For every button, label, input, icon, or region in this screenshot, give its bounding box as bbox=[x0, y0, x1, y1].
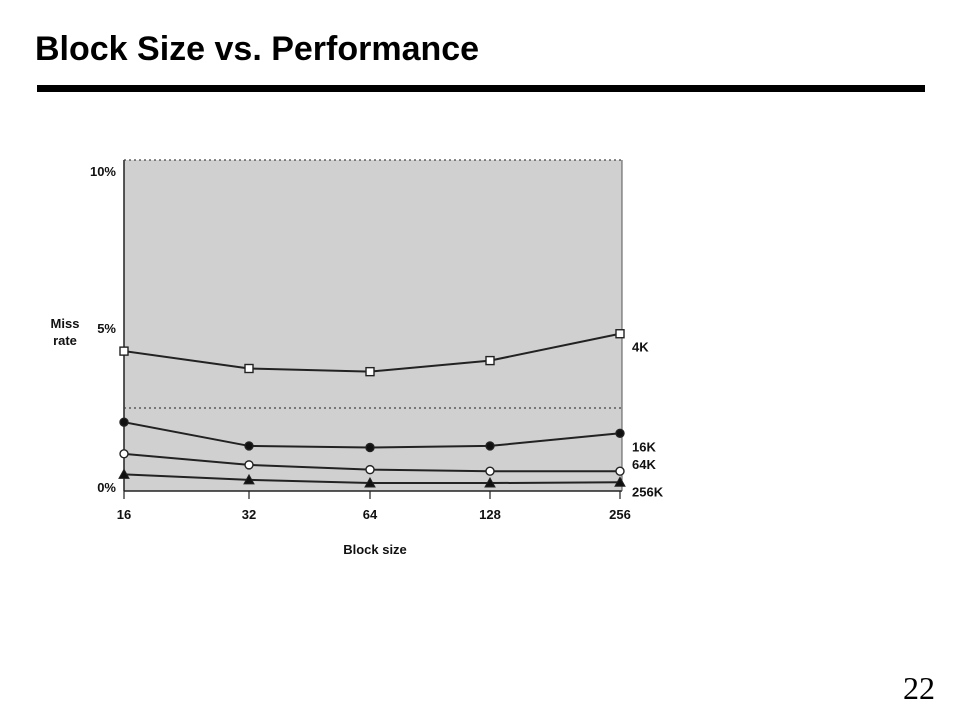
point-256k bbox=[243, 473, 255, 485]
y-axis-title-line2: rate bbox=[53, 333, 77, 348]
point-64k bbox=[365, 464, 375, 475]
point-64k bbox=[119, 449, 129, 459]
y-tick-label: 0% bbox=[97, 480, 116, 495]
x-axis-title: Block size bbox=[343, 542, 407, 557]
plot-background bbox=[124, 160, 622, 491]
point-4k bbox=[244, 363, 254, 374]
point-4k bbox=[119, 346, 129, 356]
series-label-16k: 16K bbox=[632, 439, 656, 454]
point-16k bbox=[615, 428, 625, 438]
series-label-64k: 64K bbox=[632, 457, 656, 472]
y-tick-label: 5% bbox=[97, 321, 116, 336]
point-16k bbox=[119, 417, 129, 427]
point-64k bbox=[244, 460, 254, 470]
point-256k bbox=[118, 468, 130, 479]
point-64k bbox=[615, 466, 625, 476]
point-4k bbox=[485, 355, 495, 366]
page-number: 22 bbox=[903, 670, 935, 706]
point-16k bbox=[485, 441, 495, 451]
point-4k bbox=[615, 329, 625, 339]
point-16k bbox=[244, 441, 254, 451]
plot-area: 0% 5% 10% 16 32 64 128 256 4K 16K 64K 256K bbox=[90, 159, 664, 522]
x-tick-label: 32 bbox=[242, 507, 256, 522]
point-256k bbox=[614, 476, 626, 487]
series-label-4k: 4K bbox=[632, 340, 649, 355]
point-256k bbox=[364, 477, 376, 488]
point-256k bbox=[484, 477, 496, 488]
y-tick-label: 10% bbox=[90, 164, 116, 179]
x-tick-label: 16 bbox=[117, 507, 131, 522]
x-tick-label: 256 bbox=[609, 507, 631, 522]
slide-title: Block Size vs. Performance bbox=[35, 30, 480, 68]
x-tick-label: 64 bbox=[363, 507, 378, 522]
point-16k bbox=[365, 442, 375, 453]
y-axis-title-line1: Miss bbox=[51, 316, 80, 331]
x-tick-label: 128 bbox=[479, 507, 501, 522]
point-4k bbox=[365, 366, 375, 377]
point-64k bbox=[485, 466, 495, 476]
title-underline bbox=[37, 85, 925, 92]
series-label-256k: 256K bbox=[632, 484, 664, 499]
